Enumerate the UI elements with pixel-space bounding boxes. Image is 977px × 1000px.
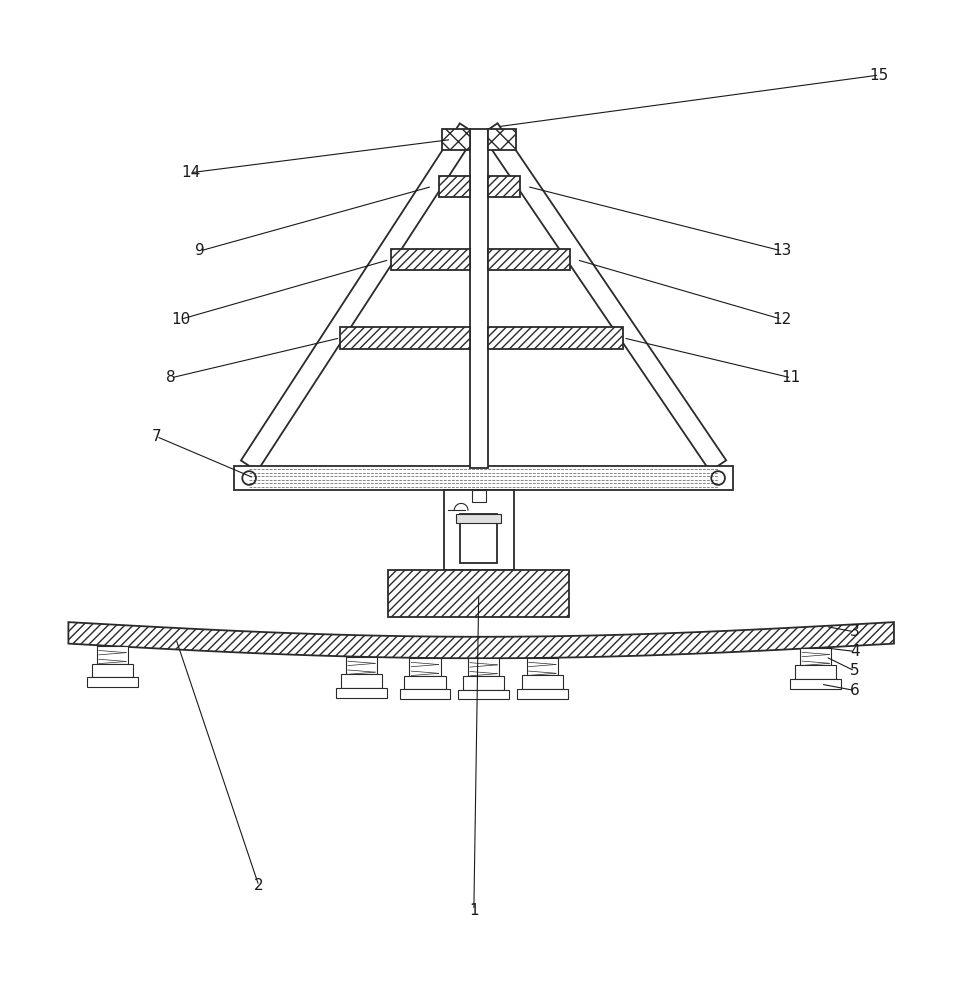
Text: 12: 12 — [772, 312, 791, 327]
Text: 1: 1 — [469, 903, 479, 918]
Bar — [409, 658, 441, 676]
Bar — [790, 679, 841, 689]
Text: 13: 13 — [772, 243, 791, 258]
Text: 6: 6 — [850, 683, 860, 698]
Bar — [522, 675, 563, 689]
Bar — [795, 665, 836, 679]
Bar — [470, 129, 488, 468]
Bar — [87, 677, 138, 687]
Bar — [388, 570, 569, 617]
Bar — [456, 514, 501, 523]
Bar — [439, 176, 470, 197]
Bar — [488, 327, 623, 349]
Bar — [472, 490, 486, 502]
Bar — [391, 249, 470, 270]
Bar — [468, 658, 499, 676]
Text: 7: 7 — [151, 429, 161, 444]
Text: 5: 5 — [850, 663, 860, 678]
Bar — [336, 688, 387, 698]
Bar — [400, 689, 450, 699]
Text: 3: 3 — [850, 624, 860, 639]
Bar — [463, 676, 504, 690]
Bar — [442, 129, 470, 150]
Bar — [340, 327, 470, 349]
Polygon shape — [482, 123, 726, 471]
Bar — [527, 658, 558, 675]
Text: 14: 14 — [181, 165, 200, 180]
Bar — [97, 646, 128, 664]
Bar — [234, 466, 733, 490]
Text: 10: 10 — [171, 312, 191, 327]
Text: 4: 4 — [850, 644, 860, 659]
Bar — [800, 648, 831, 665]
Text: 15: 15 — [870, 68, 889, 83]
Bar — [341, 674, 382, 688]
Bar — [444, 490, 514, 570]
Bar — [488, 129, 516, 150]
Bar — [404, 676, 446, 689]
Polygon shape — [241, 123, 476, 471]
Text: 2: 2 — [254, 878, 264, 893]
Bar — [488, 176, 521, 197]
Bar — [460, 514, 497, 563]
Bar — [92, 664, 133, 677]
Bar — [488, 249, 571, 270]
Text: 9: 9 — [195, 243, 205, 258]
Text: 8: 8 — [166, 370, 176, 385]
Bar — [517, 689, 568, 699]
Text: 11: 11 — [782, 370, 801, 385]
Bar — [346, 657, 377, 674]
Bar — [458, 690, 509, 699]
Polygon shape — [68, 622, 894, 658]
